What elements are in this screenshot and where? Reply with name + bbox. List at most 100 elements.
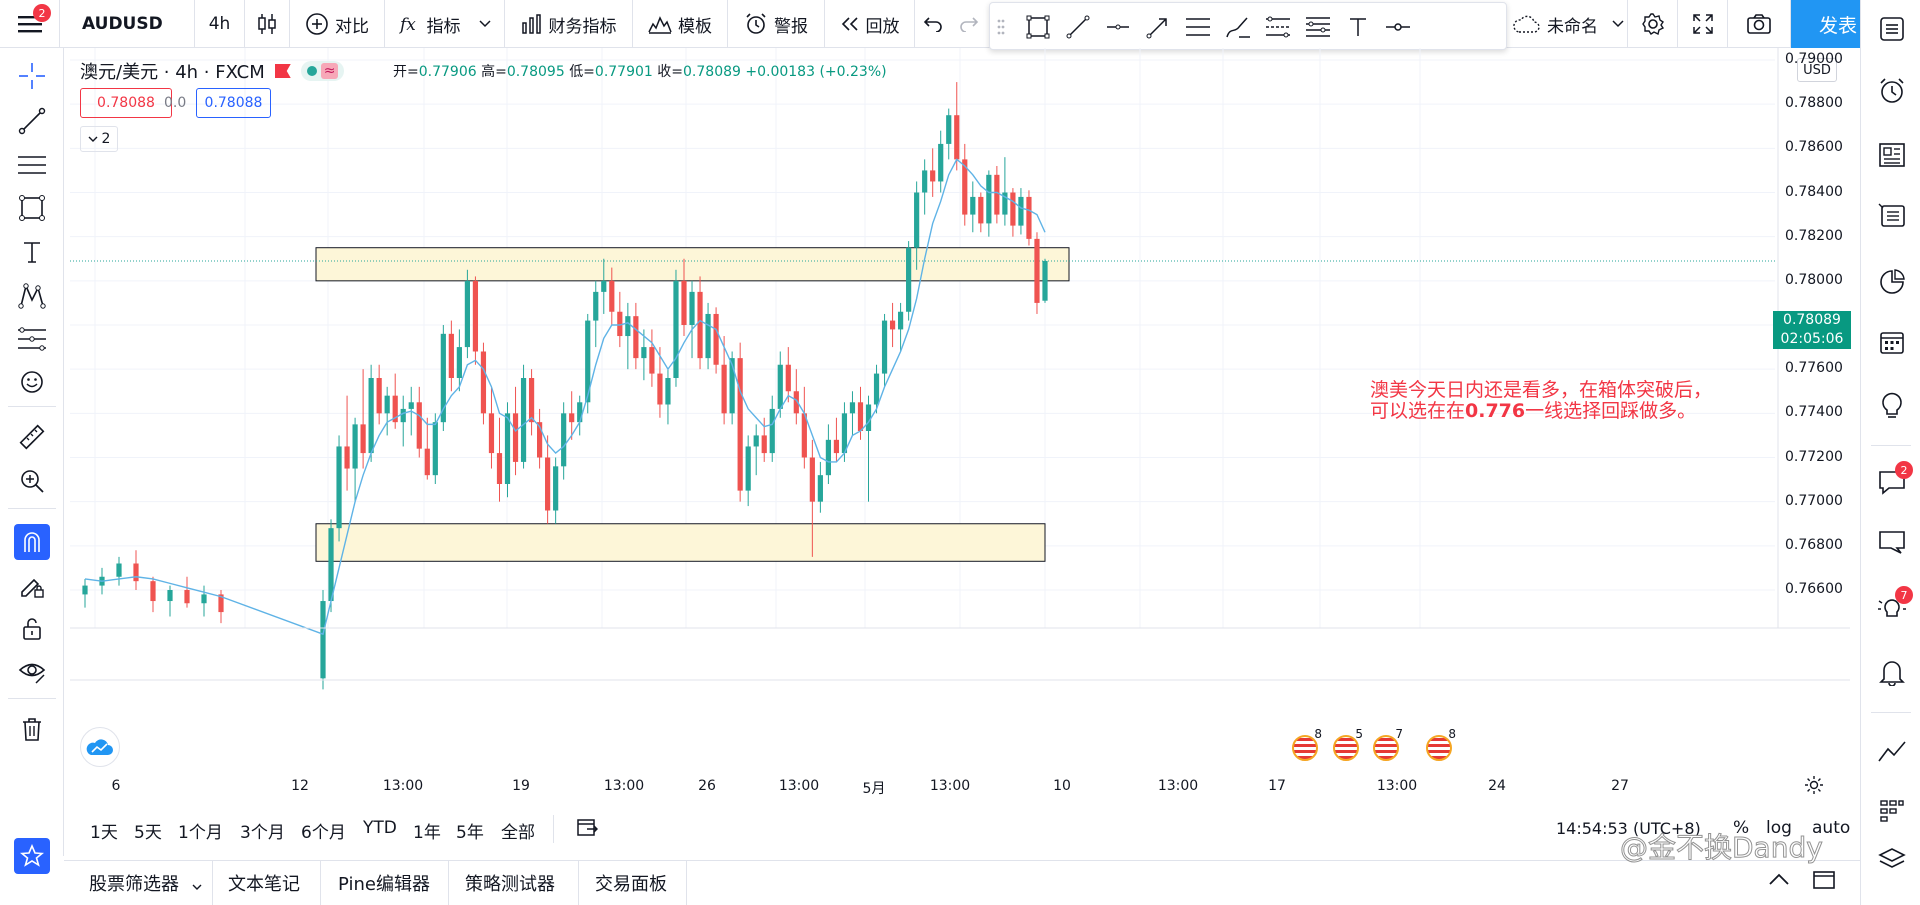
pattern-tool[interactable] <box>14 278 50 314</box>
goto-date-button[interactable] <box>576 816 599 842</box>
data-window-button[interactable] <box>1875 138 1909 172</box>
chart-annotation-text[interactable]: 澳美今天日内还是看多，在箱体突破后， 可以选在在0.776一线选择回踩做多。 <box>1370 380 1750 422</box>
text-tool[interactable] <box>14 234 50 270</box>
sell-button[interactable]: 0.78088 <box>80 88 172 118</box>
price-chart[interactable] <box>70 48 1850 768</box>
chart-type-button[interactable] <box>245 0 290 48</box>
clock[interactable]: 14:54:53 (UTC+8) <box>1556 819 1701 838</box>
panel-tab[interactable]: Pine编辑器 <box>338 874 430 895</box>
layers-button[interactable] <box>1875 842 1909 876</box>
chevron-down-icon[interactable] <box>192 880 202 895</box>
range-button[interactable]: 1个月 <box>178 823 223 843</box>
menu-button[interactable]: 2 <box>0 0 60 48</box>
alert-button[interactable]: 警报 <box>728 0 825 48</box>
maximize-panel-button[interactable] <box>1812 870 1836 894</box>
horizontal-ray-tool[interactable] <box>1102 11 1134 43</box>
rectangle-tool[interactable] <box>1022 11 1054 43</box>
percent-scale-toggle[interactable]: % <box>1733 818 1750 838</box>
range-button[interactable]: YTD <box>363 818 397 838</box>
candle <box>133 550 139 590</box>
crosshair-tool[interactable] <box>14 58 50 94</box>
panel-tab[interactable]: 文本笔记 <box>228 874 300 895</box>
symbol-description[interactable]: 澳元/美元 · 4h · FXCM <box>80 62 265 83</box>
chats-button[interactable]: 2 <box>1875 461 1913 499</box>
economic-event-flag[interactable]: 8 <box>1426 727 1456 761</box>
watchlist-button[interactable] <box>1875 12 1909 46</box>
favorites-button[interactable] <box>14 838 50 874</box>
snapshot-button[interactable] <box>1728 0 1791 48</box>
economic-calendar-button[interactable] <box>1875 325 1909 359</box>
economic-event-flag[interactable]: 8 <box>1292 727 1322 761</box>
zone-rectangle[interactable] <box>315 247 1070 282</box>
ideas-stream-button[interactable] <box>1875 388 1909 422</box>
legend-collapse-button[interactable]: 2 <box>80 126 118 152</box>
redo-button[interactable] <box>951 0 987 48</box>
arrow-tool[interactable] <box>1142 11 1174 43</box>
tradingview-logo[interactable] <box>80 727 120 767</box>
stay-in-drawing-mode-button[interactable] <box>14 568 50 604</box>
undo-button[interactable] <box>915 0 951 48</box>
financials-button[interactable]: 财务指标 <box>505 0 633 48</box>
log-scale-toggle[interactable]: log <box>1766 818 1792 838</box>
magnet-mode-button[interactable] <box>14 524 50 560</box>
panel-tab[interactable]: 股票筛选器 <box>89 874 179 895</box>
object-tree-button[interactable] <box>1875 793 1909 827</box>
ideas-notifications-button[interactable]: 7 <box>1875 586 1913 624</box>
interval-button[interactable]: 4h <box>195 0 245 48</box>
calendar-pie-button[interactable] <box>1875 265 1909 299</box>
zone-rectangle[interactable] <box>315 523 1046 562</box>
rectangle-zones[interactable] <box>315 247 1070 562</box>
economic-event-flag[interactable]: 7 <box>1373 727 1403 761</box>
economic-event-flag[interactable]: 5 <box>1333 727 1363 761</box>
text-tool[interactable] <box>1342 11 1374 43</box>
range-button[interactable]: 全部 <box>501 823 535 843</box>
fib-extension-tool[interactable] <box>1302 11 1334 43</box>
drag-handle-icon[interactable] <box>990 11 1012 43</box>
range-button[interactable]: 5天 <box>134 823 162 843</box>
collapse-panel-button[interactable] <box>1768 872 1790 890</box>
indicators-button[interactable]: fx 指标 <box>385 0 505 48</box>
notifications-button[interactable] <box>1875 655 1909 689</box>
shapes-tool[interactable] <box>14 190 50 226</box>
range-button[interactable]: 6个月 <box>301 823 346 843</box>
range-button[interactable]: 1天 <box>90 823 118 843</box>
zoom-in-tool[interactable] <box>14 463 50 499</box>
buy-button[interactable]: 0.78088 <box>196 88 271 118</box>
range-button[interactable]: 1年 <box>413 823 441 843</box>
range-button[interactable]: 3个月 <box>240 823 285 843</box>
pattern-icon <box>18 283 46 309</box>
trendline-tool[interactable] <box>14 103 50 139</box>
brush-tool[interactable] <box>1222 11 1254 43</box>
templates-button[interactable]: 模板 <box>633 0 728 48</box>
remove-drawings-button[interactable] <box>14 711 50 747</box>
fullscreen-button[interactable] <box>1678 0 1728 48</box>
replay-button[interactable]: 回放 <box>825 0 915 48</box>
layout-name-button[interactable]: 未命名 <box>1508 0 1628 48</box>
prediction-tool[interactable] <box>14 321 50 357</box>
market-status-icon[interactable]: ≈ <box>300 61 345 81</box>
trendline-tool[interactable] <box>1062 11 1094 43</box>
symbol-search-button[interactable]: AUDUSD <box>60 0 195 48</box>
fib-retracement-tool[interactable] <box>1262 11 1294 43</box>
trading-panel-button[interactable] <box>1875 735 1909 769</box>
icons-tool[interactable] <box>14 364 50 400</box>
auto-scale-toggle[interactable]: auto <box>1812 818 1851 838</box>
lock-drawings-button[interactable] <box>14 611 50 647</box>
flag-icon[interactable] <box>274 64 291 78</box>
hide-drawings-button[interactable] <box>14 654 50 690</box>
settings-button[interactable] <box>1628 0 1678 48</box>
channel-tool[interactable] <box>14 148 50 184</box>
bar-countdown: 02:05:06 <box>1780 331 1844 347</box>
panel-tab[interactable]: 交易面板 <box>595 874 667 895</box>
parallel-channel-tool[interactable] <box>1182 11 1214 43</box>
hotlists-button[interactable] <box>1875 198 1909 232</box>
private-chats-button[interactable] <box>1875 525 1909 559</box>
measure-tool[interactable] <box>14 419 50 455</box>
compare-button[interactable]: 对比 <box>290 0 385 48</box>
range-button[interactable]: 5年 <box>456 823 484 843</box>
price-line-tool[interactable] <box>1382 11 1414 43</box>
panel-tab[interactable]: 策略测试器 <box>465 874 555 895</box>
currency-label[interactable]: USD <box>1797 58 1837 82</box>
chart-settings-button[interactable] <box>1803 774 1825 800</box>
alerts-button[interactable] <box>1875 74 1909 108</box>
